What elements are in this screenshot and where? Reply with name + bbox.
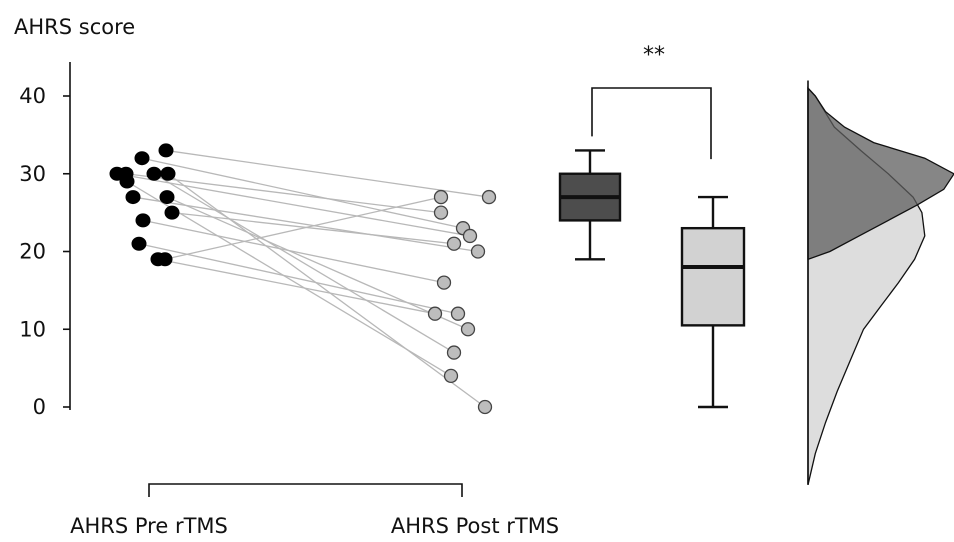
y-tick-label: 40 (19, 84, 46, 108)
significance-bracket: ** (591, 43, 712, 160)
y-tick-label: 30 (19, 162, 46, 186)
x-label-pre: AHRS Pre rTMS (70, 514, 228, 538)
y-axis-label: AHRS score (14, 15, 135, 39)
post-point (470, 244, 486, 259)
pre-point (158, 143, 174, 158)
pair-line (166, 196, 469, 330)
pair-line (125, 173, 442, 214)
pair-line (141, 157, 464, 229)
pair-line (138, 243, 459, 315)
post-point (446, 345, 462, 360)
pair-line (142, 219, 445, 284)
pair-line (167, 173, 486, 408)
post-point (462, 228, 478, 244)
post-point (433, 189, 449, 205)
x-axis-bracket (148, 483, 463, 497)
post-point (446, 236, 462, 251)
pre-density (807, 86, 954, 261)
pre-point (157, 252, 173, 267)
post-point (436, 275, 452, 290)
pair-line (157, 258, 436, 315)
y-tick-label: 0 (33, 395, 46, 419)
pre-point (131, 236, 147, 251)
pair-line (171, 211, 455, 245)
post-point (460, 322, 476, 337)
pair-line (164, 196, 442, 260)
y-tick-label: 20 (19, 240, 46, 264)
pre-point (135, 213, 151, 228)
post-point (433, 205, 449, 220)
y-tick-label: 10 (19, 317, 46, 341)
post-point (477, 399, 493, 415)
boxplots (558, 149, 746, 409)
x-axis: AHRS Pre rTMS AHRS Post rTMS (70, 483, 559, 538)
significance-bracket-line (591, 87, 712, 160)
x-label-post: AHRS Post rTMS (391, 514, 559, 538)
pre-point (134, 151, 150, 166)
pair-line (153, 173, 455, 354)
pre-point (125, 190, 141, 205)
density-plot (807, 80, 954, 485)
pre-point (119, 174, 135, 189)
pre-point (160, 166, 176, 181)
post-point (427, 306, 443, 321)
post-point (450, 306, 466, 321)
pair-line (165, 149, 490, 198)
y-axis: 0 10 20 30 40 (19, 62, 71, 419)
post-point (443, 368, 459, 384)
paired-lines (116, 149, 490, 408)
data-points (109, 143, 497, 415)
pre-point (146, 166, 162, 181)
pre-point (109, 166, 125, 181)
pair-line (116, 173, 471, 237)
pair-line (132, 196, 479, 253)
post-point (481, 189, 497, 205)
pre-point (159, 190, 175, 205)
post-box (680, 226, 746, 327)
pre-point (164, 205, 180, 220)
significance-label: ** (643, 43, 665, 68)
